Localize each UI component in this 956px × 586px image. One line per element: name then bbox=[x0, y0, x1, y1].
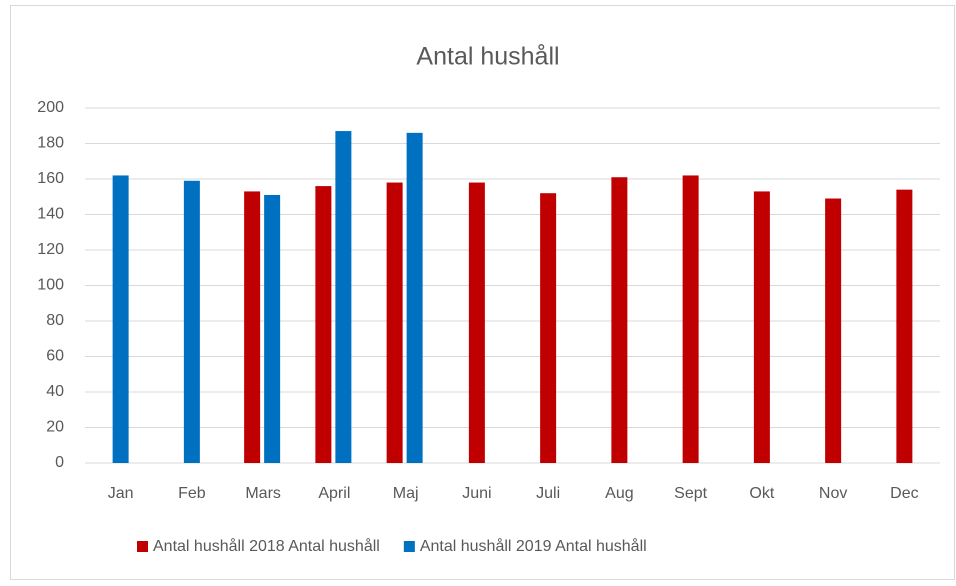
legend-swatch bbox=[137, 541, 148, 552]
x-tick-label: Aug bbox=[605, 485, 633, 502]
bar bbox=[112, 175, 129, 463]
y-tick-label: 40 bbox=[46, 383, 64, 400]
y-tick-label: 20 bbox=[46, 419, 64, 436]
bar bbox=[468, 182, 485, 464]
bar bbox=[825, 198, 842, 463]
x-tick-label: Maj bbox=[393, 485, 419, 502]
bar bbox=[335, 131, 352, 463]
chart-title: Antal hushåll bbox=[416, 43, 559, 71]
x-tick-label: Sept bbox=[674, 485, 707, 502]
y-tick-label: 120 bbox=[37, 241, 64, 258]
bar bbox=[264, 194, 281, 463]
bar bbox=[386, 182, 403, 464]
bar bbox=[540, 193, 557, 463]
x-tick-label: Jan bbox=[108, 485, 134, 502]
x-tick-label: Juli bbox=[536, 485, 560, 502]
x-tick-label: Juni bbox=[462, 485, 491, 502]
bar bbox=[315, 186, 332, 463]
x-tick-label: Feb bbox=[178, 485, 206, 502]
y-tick-label: 80 bbox=[46, 312, 64, 329]
y-tick-label: 160 bbox=[37, 170, 64, 187]
bar bbox=[682, 175, 699, 463]
x-tick-label: Dec bbox=[890, 485, 918, 502]
y-tick-label: 140 bbox=[37, 206, 64, 223]
x-tick-label: April bbox=[318, 485, 350, 502]
x-tick-label: Nov bbox=[819, 485, 847, 502]
bar bbox=[244, 191, 261, 464]
y-tick-label: 0 bbox=[55, 454, 64, 471]
y-tick-label: 60 bbox=[46, 348, 64, 365]
bar bbox=[183, 180, 200, 463]
x-tick-label: Mars bbox=[245, 485, 281, 502]
y-tick-label: 180 bbox=[37, 135, 64, 152]
x-tick-label: Okt bbox=[749, 485, 774, 502]
y-tick-label: 200 bbox=[37, 99, 64, 116]
bar bbox=[896, 189, 913, 463]
legend-swatch bbox=[403, 541, 415, 552]
bar bbox=[753, 191, 770, 464]
bar bbox=[406, 132, 423, 463]
legend-label: Antal hushåll 2018 Antal hushåll bbox=[153, 537, 380, 555]
y-tick-label: 100 bbox=[37, 277, 64, 294]
legend-label: Antal hushåll 2019 Antal hushåll bbox=[420, 537, 647, 555]
bar bbox=[611, 177, 628, 463]
